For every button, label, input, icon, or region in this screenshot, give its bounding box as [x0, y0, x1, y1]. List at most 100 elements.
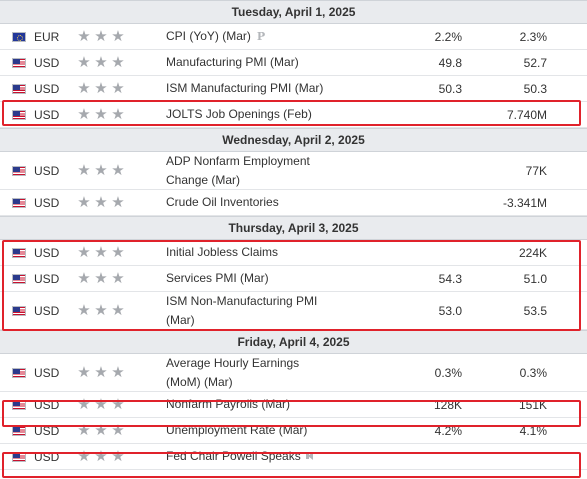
importance-stars: ★ ★ ★ — [77, 152, 137, 189]
star-icon: ★ — [111, 80, 125, 97]
star-icon: ★ — [111, 396, 125, 413]
currency: USD — [34, 55, 60, 70]
event-row[interactable]: USD ★ ★ ★ Nonfarm Payrolls (Mar) 128K 151K — [0, 392, 587, 418]
star-icon: ★ — [77, 396, 91, 413]
star-icon: ★ — [111, 28, 125, 45]
star-icon: ★ — [111, 270, 125, 287]
currency: USD — [34, 271, 60, 286]
event-row[interactable]: USD ★ ★ ★ JOLTS Job Openings (Feb) 7.740M — [0, 102, 587, 128]
star-icon: ★ — [77, 54, 91, 71]
event-row[interactable]: USD ★ ★ ★ Manufacturing PMI (Mar) 49.8 52.… — [0, 50, 587, 76]
event-name[interactable]: Average Hourly Earnings (MoM) (Mar) — [166, 355, 300, 389]
event-name[interactable]: ISM Manufacturing PMI (Mar) — [166, 81, 324, 95]
star-icon: ★ — [77, 194, 91, 211]
currency: USD — [34, 423, 60, 438]
actual-value — [392, 152, 462, 189]
event-name[interactable]: CPI (YoY) (Mar) — [166, 29, 251, 43]
event-row[interactable]: USD ★ ★ ★ Average Hourly Earnings (MoM) (M… — [0, 354, 587, 392]
forecast-value: 77K — [525, 163, 547, 178]
usd-flag-icon — [12, 165, 26, 176]
actual-value: 4.2% — [434, 423, 462, 438]
forecast-value: 50.3 — [523, 81, 547, 96]
forecast-value: 2.3% — [519, 29, 547, 44]
star-icon: ★ — [111, 162, 125, 179]
star-icon: ★ — [94, 194, 108, 211]
event-name[interactable]: ADP Nonfarm Employment Change (Mar) — [166, 153, 310, 187]
importance-stars: ★ ★ ★ — [77, 266, 137, 291]
forecast-value — [477, 444, 547, 469]
preliminary-badge: P — [256, 30, 266, 43]
event-row[interactable]: USD ★ ★ ★ ISM Non-Manufacturing PMI (Mar) … — [0, 292, 587, 330]
event-name[interactable]: JOLTS Job Openings (Feb) — [166, 107, 312, 121]
forecast-value: 151K — [518, 397, 547, 412]
event-name[interactable]: Crude Oil Inventories — [166, 195, 279, 209]
star-icon: ★ — [94, 448, 108, 465]
currency: USD — [34, 303, 60, 318]
importance-stars: ★ ★ ★ — [77, 24, 137, 49]
star-icon: ★ — [77, 364, 91, 381]
event-row[interactable]: USD ★ ★ ★ Services PMI (Mar) 54.3 51.0 — [0, 266, 587, 292]
importance-stars: ★ ★ ★ — [77, 240, 137, 265]
usd-flag-icon — [12, 247, 26, 258]
star-icon: ★ — [94, 54, 108, 71]
event-name[interactable]: Services PMI (Mar) — [166, 271, 269, 285]
star-icon: ★ — [94, 162, 108, 179]
star-icon: ★ — [77, 106, 91, 123]
event-name[interactable]: Nonfarm Payrolls (Mar) — [166, 397, 291, 411]
event-name[interactable]: ISM Non-Manufacturing PMI (Mar) — [166, 293, 318, 327]
usd-flag-icon — [12, 425, 26, 436]
currency: USD — [34, 107, 60, 122]
importance-stars: ★ ★ ★ — [77, 190, 137, 215]
star-icon: ★ — [94, 364, 108, 381]
star-icon: ★ — [111, 422, 125, 439]
event-row[interactable]: USD ★ ★ ★ Initial Jobless Claims 224K — [0, 240, 587, 266]
star-icon: ★ — [94, 270, 108, 287]
star-icon: ★ — [77, 422, 91, 439]
currency: USD — [34, 365, 60, 380]
actual-value: 50.3 — [438, 81, 462, 96]
usd-flag-icon — [12, 83, 26, 94]
usd-flag-icon — [12, 451, 26, 462]
event-row[interactable]: USD ★ ★ ★ ADP Nonfarm Employment Change (M… — [0, 152, 587, 190]
event-row[interactable]: EUR ★ ★ ★ CPI (YoY) (Mar) P 2.2% 2.3% — [0, 24, 587, 50]
event-name[interactable]: Unemployment Rate (Mar) — [166, 423, 308, 437]
star-icon: ★ — [111, 194, 125, 211]
star-icon: ★ — [94, 28, 108, 45]
eur-flag-icon — [12, 31, 26, 42]
star-icon: ★ — [111, 106, 125, 123]
star-icon: ★ — [94, 106, 108, 123]
actual-value — [392, 190, 462, 215]
forecast-value: 53.5 — [523, 303, 547, 318]
importance-stars: ★ ★ ★ — [77, 292, 137, 329]
currency: EUR — [34, 29, 60, 44]
star-icon: ★ — [111, 302, 125, 319]
speaker-icon — [305, 452, 316, 461]
date-header: Thursday, April 3, 2025 — [0, 216, 587, 240]
usd-flag-icon — [12, 399, 26, 410]
star-icon: ★ — [94, 244, 108, 261]
star-icon: ★ — [77, 270, 91, 287]
usd-flag-icon — [12, 109, 26, 120]
forecast-value: 4.1% — [519, 423, 547, 438]
importance-stars: ★ ★ ★ — [77, 354, 137, 391]
event-row[interactable]: USD ★ ★ ★ ISM Manufacturing PMI (Mar) 50.3… — [0, 76, 587, 102]
forecast-value: -3.341M — [502, 195, 547, 210]
actual-value — [392, 102, 462, 127]
star-icon: ★ — [94, 80, 108, 97]
forecast-value: 51.0 — [523, 271, 547, 286]
star-icon: ★ — [94, 396, 108, 413]
actual-value: 128K — [433, 397, 462, 412]
event-row[interactable]: USD ★ ★ ★ Fed Chair Powell Speaks — [0, 444, 587, 470]
currency: USD — [34, 81, 60, 96]
usd-flag-icon — [12, 197, 26, 208]
star-icon: ★ — [77, 28, 91, 45]
event-name[interactable]: Manufacturing PMI (Mar) — [166, 55, 299, 69]
event-row[interactable]: USD ★ ★ ★ Crude Oil Inventories -3.341M — [0, 190, 587, 216]
currency: USD — [34, 397, 60, 412]
event-name[interactable]: Fed Chair Powell Speaks — [166, 449, 301, 463]
actual-value: 54.3 — [438, 271, 462, 286]
event-row[interactable]: USD ★ ★ ★ Unemployment Rate (Mar) 4.2% 4.1… — [0, 418, 587, 444]
usd-flag-icon — [12, 57, 26, 68]
event-name[interactable]: Initial Jobless Claims — [166, 245, 279, 259]
